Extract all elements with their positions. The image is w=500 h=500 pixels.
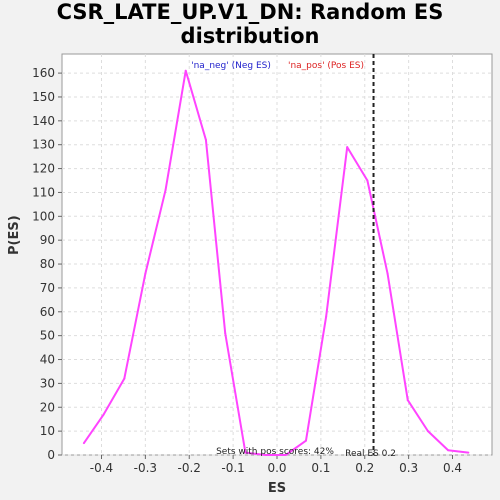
chart-title-line-2: distribution bbox=[180, 24, 320, 48]
y-tick-label: 60 bbox=[40, 305, 55, 319]
x-tick-label: 0.3 bbox=[399, 461, 418, 475]
y-tick-label: 150 bbox=[32, 90, 55, 104]
data-point bbox=[284, 454, 287, 456]
y-tick-label: 70 bbox=[40, 281, 55, 295]
data-point bbox=[467, 451, 470, 454]
y-tick-label: 100 bbox=[32, 209, 55, 223]
x-tick-label: -0.3 bbox=[134, 461, 157, 475]
data-point bbox=[244, 451, 247, 454]
x-tick-label: 0.4 bbox=[443, 461, 462, 475]
data-point bbox=[346, 146, 349, 149]
data-point bbox=[164, 189, 167, 192]
y-tick-label: 50 bbox=[40, 329, 55, 343]
data-point bbox=[325, 315, 328, 318]
data-point bbox=[184, 69, 187, 72]
x-tick-label: -0.1 bbox=[221, 461, 244, 475]
y-tick-label: 30 bbox=[40, 376, 55, 390]
es-distribution-line bbox=[83, 69, 469, 456]
y-tick-label: 90 bbox=[40, 233, 55, 247]
data-point bbox=[366, 179, 369, 182]
y-tick-label: 140 bbox=[32, 114, 55, 128]
y-tick-label: 0 bbox=[47, 448, 55, 462]
data-point bbox=[264, 454, 267, 456]
legend-neg-es: 'na_neg' (Neg ES) bbox=[191, 61, 271, 71]
chart-title: CSR_LATE_UP.V1_DN: Random ES distributio… bbox=[0, 0, 500, 48]
y-tick-label: 20 bbox=[40, 400, 55, 414]
y-tick-label: 130 bbox=[32, 138, 55, 152]
x-tick-label: 0.1 bbox=[311, 461, 330, 475]
x-tick-label: -0.4 bbox=[90, 461, 113, 475]
real-es-label: Real ES 0.2 bbox=[345, 449, 396, 459]
data-point bbox=[406, 399, 409, 402]
y-tick-label: 10 bbox=[40, 424, 55, 438]
data-point bbox=[386, 272, 389, 275]
y-tick-label: 120 bbox=[32, 162, 55, 176]
y-tick-label: 40 bbox=[40, 353, 55, 367]
x-axis-label: ES bbox=[267, 481, 287, 496]
data-point bbox=[426, 430, 429, 433]
data-point bbox=[447, 449, 450, 452]
data-point bbox=[123, 377, 126, 380]
data-point bbox=[144, 272, 147, 275]
data-point bbox=[224, 332, 227, 335]
pos-scores-annotation: Sets with pos scores: 42% bbox=[216, 447, 334, 457]
legend-pos-es: 'na_pos' (Pos ES) bbox=[288, 61, 364, 71]
data-point bbox=[204, 138, 207, 141]
x-tick-label: 0.0 bbox=[267, 461, 286, 475]
y-tick-label: 160 bbox=[32, 66, 55, 80]
y-axis-label: P(ES) bbox=[7, 215, 22, 255]
y-tick-label: 80 bbox=[40, 257, 55, 271]
data-point bbox=[304, 439, 307, 442]
data-point bbox=[82, 442, 85, 445]
chart-title-line-1: CSR_LATE_UP.V1_DN: Random ES bbox=[56, 0, 444, 24]
y-tick-label: 110 bbox=[32, 185, 55, 199]
x-tick-label: -0.2 bbox=[178, 461, 201, 475]
x-tick-label: 0.2 bbox=[355, 461, 374, 475]
data-point bbox=[102, 413, 105, 416]
